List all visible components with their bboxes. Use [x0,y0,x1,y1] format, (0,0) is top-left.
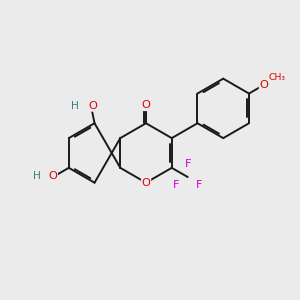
Text: O: O [88,101,97,111]
Text: O: O [142,178,151,188]
Text: H: H [71,101,79,111]
Text: H: H [34,171,41,181]
Text: F: F [184,159,191,169]
Text: CH₃: CH₃ [269,73,286,82]
Text: F: F [172,180,179,190]
Text: O: O [260,80,268,90]
Text: F: F [196,180,203,190]
Text: O: O [142,100,151,110]
Text: O: O [48,171,57,181]
